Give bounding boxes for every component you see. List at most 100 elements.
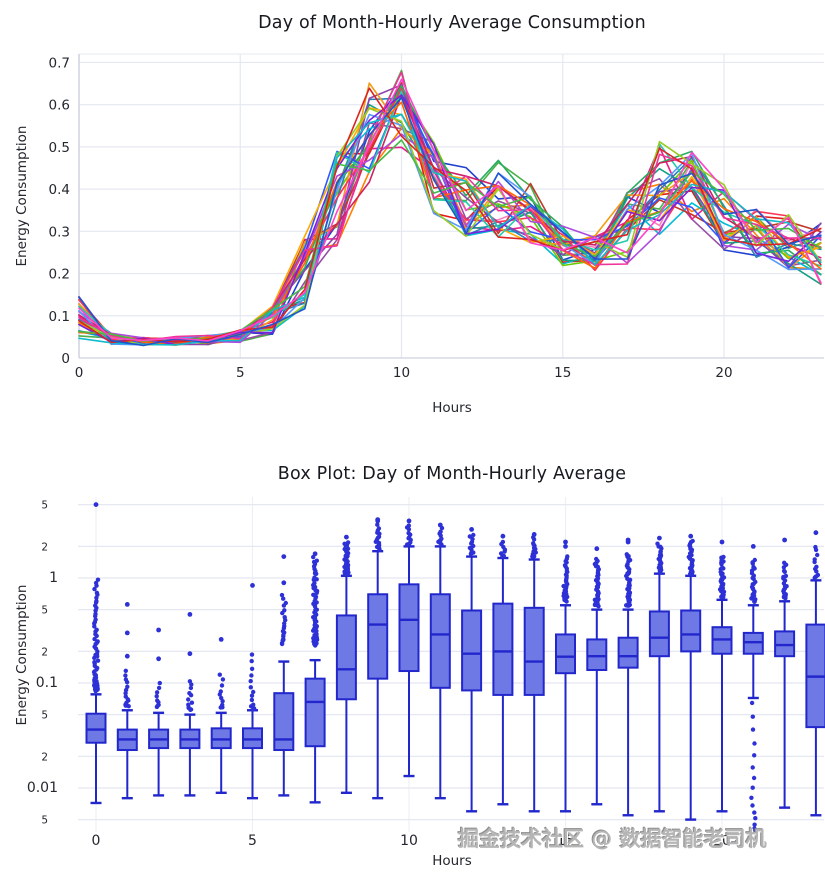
- extreme-outlier-dot: [281, 554, 287, 559]
- line-series: [78, 113, 822, 346]
- extreme-outlier-dot: [124, 653, 130, 659]
- outlier-dot: [721, 554, 726, 560]
- line-series: [78, 113, 822, 346]
- box: [523, 606, 545, 696]
- outlier-dot: [93, 580, 99, 586]
- outlier-dot: [281, 596, 286, 601]
- outlier-dot: [283, 600, 288, 606]
- outlier-dot: [314, 558, 319, 563]
- extreme-outlier-dot: [156, 656, 162, 662]
- outlier-dot: [123, 687, 129, 693]
- outlier-dot: [92, 660, 97, 665]
- outlier-dot: [95, 577, 101, 582]
- extreme-outlier-dot: [563, 539, 568, 545]
- outlier-dot: [248, 678, 253, 684]
- outlier-dot: [125, 684, 130, 689]
- box: [555, 633, 576, 675]
- outlier-dot: [251, 702, 256, 707]
- outlier-dot: [280, 637, 286, 642]
- outlier-dot: [249, 658, 254, 664]
- x-tick-label: 15: [557, 833, 575, 849]
- outlier-dot: [815, 572, 821, 578]
- y-tick-label: 0.2: [49, 267, 70, 283]
- outlier-dot-low: [752, 810, 757, 815]
- box: [335, 614, 357, 701]
- line-chart-y-axis-title: Energy Consumption: [14, 125, 30, 267]
- extreme-outlier-dot: [563, 544, 568, 549]
- box: [617, 636, 639, 669]
- box: [398, 583, 420, 673]
- outlier-dot-low: [751, 775, 757, 781]
- outlier-dot-low: [750, 714, 755, 719]
- outlier-dot: [93, 617, 98, 622]
- outlier-dot: [95, 639, 100, 644]
- extreme-outlier-dot: [375, 517, 381, 522]
- box: [85, 712, 107, 744]
- extreme-outlier-dot: [218, 637, 224, 642]
- outlier-dot: [157, 680, 162, 686]
- outlier-dot-low: [750, 803, 755, 808]
- outlier-dot: [95, 658, 101, 663]
- extreme-outlier-dot: [657, 535, 662, 541]
- outlier-dot: [123, 677, 129, 682]
- outlier-dot: [188, 685, 194, 691]
- outlier-dot: [94, 590, 100, 595]
- line-series: [78, 122, 822, 344]
- box: [304, 677, 326, 748]
- outlier-dot: [220, 702, 225, 708]
- y-tick-label: 0.1: [49, 309, 70, 325]
- outlier-dot: [219, 695, 224, 701]
- outlier-dot: [282, 615, 287, 620]
- outlier-dot-low: [750, 727, 756, 732]
- line-series: [78, 139, 822, 342]
- extreme-outlier-dot: [625, 537, 631, 543]
- outlier-dot: [814, 564, 819, 569]
- outlier-dot-low: [752, 741, 757, 746]
- box: [680, 609, 702, 653]
- outlier-dot: [217, 672, 222, 677]
- outlier-dot: [345, 540, 351, 545]
- line-plot-area: 0 0.1 0.2 0.3 0.4 0.5 0.6 0.7 0 5 10 15 20: [49, 53, 824, 381]
- extreme-outlier-dot: [782, 537, 787, 543]
- outlier-dot: [812, 557, 817, 562]
- outlier-dot-low: [749, 795, 754, 800]
- outlier-dot: [312, 575, 317, 580]
- box: [461, 609, 483, 692]
- x-tick-label: 15: [554, 365, 571, 381]
- extreme-outlier-dot: [312, 551, 318, 557]
- outlier-dot: [498, 551, 504, 556]
- extreme-outlier-dot: [124, 630, 130, 636]
- x-tick-label: 5: [236, 365, 245, 381]
- outlier-dot: [471, 532, 476, 538]
- y-tick-label: 5: [41, 500, 48, 512]
- outlier-dot: [155, 698, 160, 703]
- box-plot-section: 5 2 1 5 2 0.1 5 2 0.01 5 0 5 10 15 20 Box Plot: Day of…: [0, 455, 825, 882]
- y-tick-label: 5: [41, 815, 48, 827]
- line-series: [78, 84, 822, 346]
- x-tick-label: 10: [400, 833, 418, 849]
- box: [273, 692, 295, 752]
- outlier-dot: [720, 565, 725, 570]
- outlier-dot: [94, 627, 99, 632]
- extreme-outlier-dot: [688, 533, 694, 539]
- line-series: [78, 96, 822, 347]
- outlier-dot: [594, 556, 599, 562]
- y-tick-label: 0: [61, 351, 70, 367]
- outlier-dot: [314, 607, 319, 612]
- y-tick-label: 2: [41, 646, 48, 658]
- extreme-outlier-dot: [124, 602, 130, 607]
- outlier-dot: [531, 541, 536, 546]
- extreme-outlier-dot: [187, 612, 193, 617]
- outlier-dot-low: [753, 816, 758, 821]
- outlier-dot: [92, 636, 97, 642]
- extreme-outlier-dot: [281, 580, 287, 586]
- outlier-dot: [251, 689, 256, 695]
- outlier-dot: [782, 560, 787, 565]
- outlier-dot-low: [750, 785, 755, 790]
- x-tick-label: 0: [75, 365, 84, 381]
- extreme-outlier-dot: [469, 527, 474, 532]
- line-chart-section: 0 0.1 0.2 0.3 0.4 0.5 0.6 0.7 0 5 10 15 20 Day of Mo…: [14, 13, 824, 416]
- line-chart-x-axis-title: Hours: [432, 400, 472, 416]
- outlier-dot: [249, 697, 255, 703]
- outlier-dot: [376, 526, 382, 531]
